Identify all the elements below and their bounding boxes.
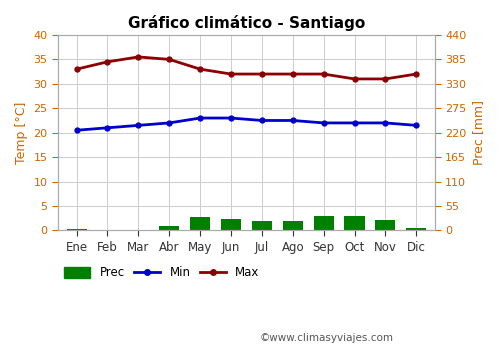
Bar: [252, 221, 272, 230]
Bar: [344, 216, 364, 230]
Title: Gráfico climático - Santiago: Gráfico climático - Santiago: [128, 15, 365, 31]
Bar: [314, 216, 334, 230]
Y-axis label: Prec [mm]: Prec [mm]: [472, 100, 485, 165]
Bar: [159, 226, 180, 230]
Bar: [221, 219, 241, 230]
Bar: [282, 221, 303, 230]
Bar: [406, 228, 426, 230]
Bar: [66, 229, 86, 230]
Bar: [376, 220, 396, 230]
Text: ©www.climasyviajes.com: ©www.climasyviajes.com: [260, 333, 394, 343]
Y-axis label: Temp [°C]: Temp [°C]: [15, 102, 28, 164]
Legend: Prec, Min, Max: Prec, Min, Max: [64, 266, 260, 279]
Bar: [190, 217, 210, 230]
